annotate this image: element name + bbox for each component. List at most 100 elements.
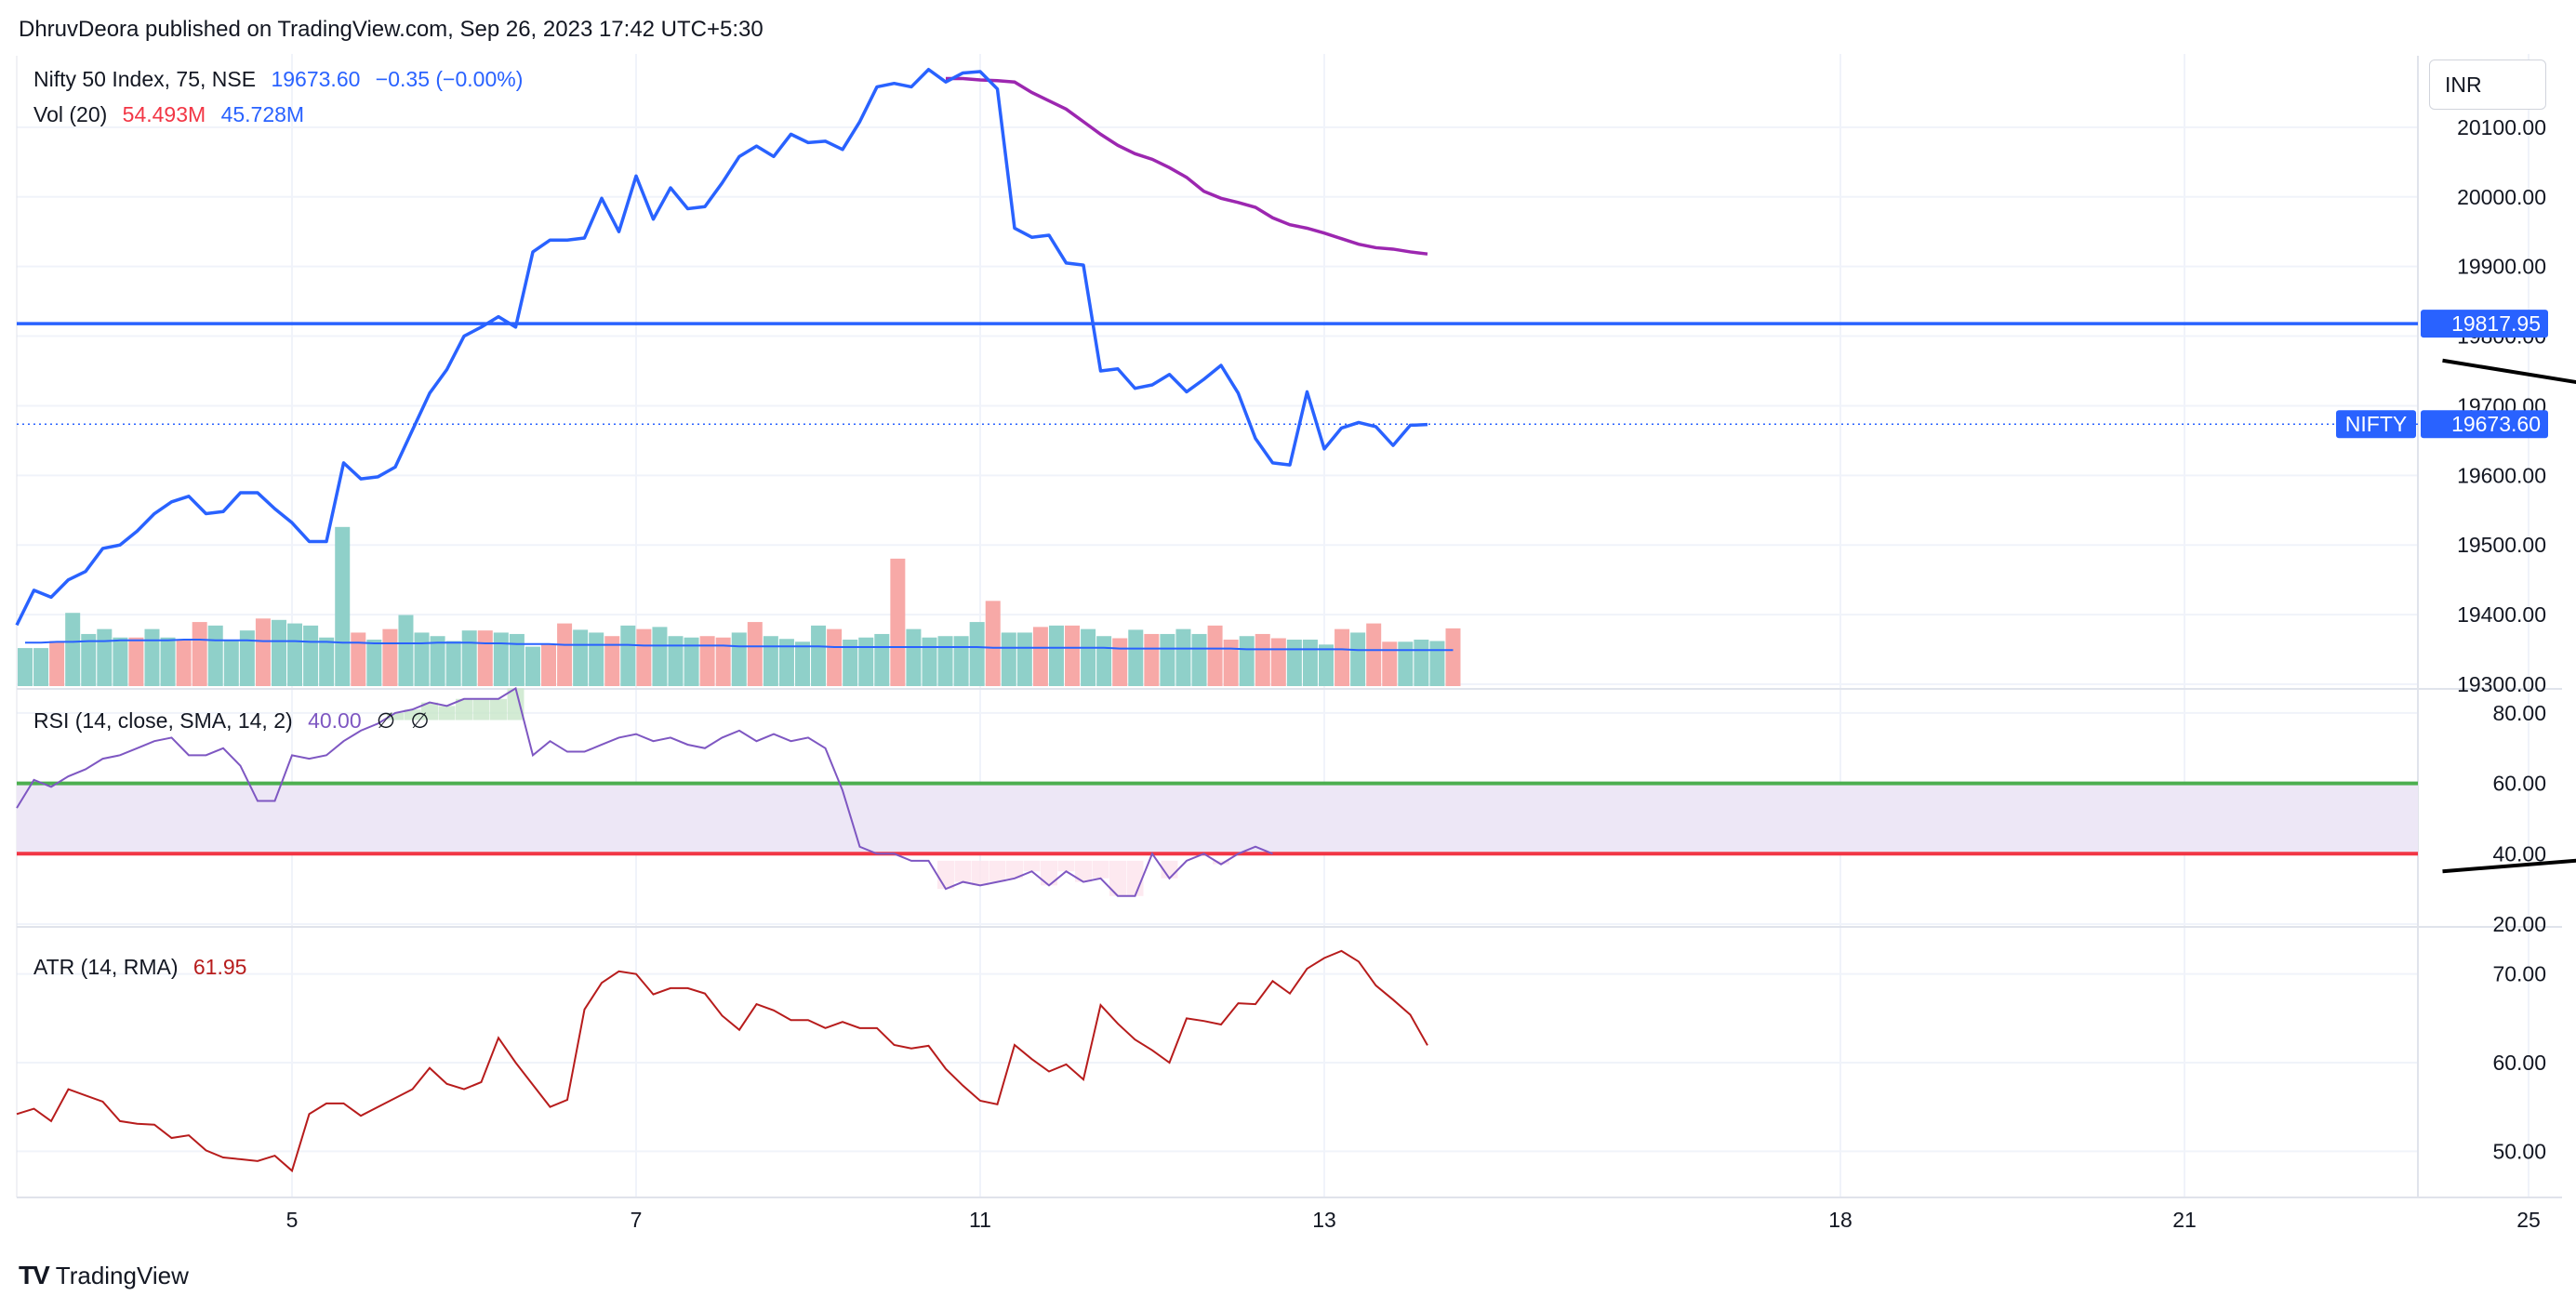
- volume-bar: [1144, 633, 1160, 686]
- rsi-title: RSI (14, close, SMA, 14, 2): [33, 708, 293, 733]
- volume-legend[interactable]: Vol (20) 54.493M 45.728M: [33, 102, 313, 127]
- currency-button[interactable]: INR: [2429, 60, 2546, 110]
- x-tick-label: 11: [969, 1208, 991, 1232]
- volume-bar: [890, 558, 906, 686]
- atr-tick-label: 70.00: [2492, 962, 2546, 986]
- volume-bar: [636, 628, 652, 686]
- volume-bar: [874, 633, 890, 686]
- volume-bar: [33, 648, 49, 686]
- rsi-tick-label: 20.00: [2492, 912, 2546, 936]
- volume-bar: [366, 640, 382, 686]
- volume-bar: [176, 640, 192, 686]
- volume-ma-line: [25, 639, 1454, 652]
- rsi-tick-label: 80.00: [2492, 701, 2546, 725]
- volume-bar: [1016, 632, 1032, 686]
- price-trendline: [2442, 358, 2576, 385]
- rsi-overbought-fill: [387, 688, 524, 721]
- volume-bar: [303, 625, 319, 686]
- price-tick-label: 19300.00: [2457, 672, 2546, 696]
- volume-bar: [477, 630, 493, 686]
- rsi-tick-label: 40.00: [2492, 841, 2546, 866]
- volume-bar: [81, 633, 97, 686]
- price-tick-label: 19900.00: [2457, 255, 2546, 279]
- volume-bar: [1128, 629, 1144, 686]
- volume-bar: [684, 637, 699, 686]
- price-pane: [15, 67, 2576, 627]
- volume-bar: [858, 637, 874, 686]
- volume-bar: [430, 636, 445, 686]
- atr-title: ATR (14, RMA): [33, 955, 179, 979]
- brand-footer[interactable]: TV TradingView: [19, 1261, 189, 1290]
- volume-bar: [97, 628, 113, 686]
- volume-bar: [843, 640, 858, 686]
- volume-bar: [778, 639, 794, 686]
- volume-bar: [827, 628, 843, 686]
- atr-line: [16, 949, 1428, 1173]
- volume-bar: [1160, 633, 1175, 686]
- volume-bar: [65, 613, 81, 686]
- volume-bar: [1334, 628, 1350, 686]
- price-tick-label: 19600.00: [2457, 463, 2546, 487]
- volume-bar: [335, 526, 351, 686]
- volume-bar: [747, 622, 763, 686]
- volume-bar: [652, 627, 668, 686]
- volume-bar: [1255, 633, 1270, 686]
- volume-bar: [1175, 628, 1191, 686]
- volume-bar: [382, 628, 398, 686]
- x-tick-label: 5: [286, 1208, 299, 1232]
- price-badges: 19817.95 19673.60 NIFTY: [2336, 310, 2548, 439]
- volume-bars: [18, 526, 1461, 686]
- badge-19817: 19817.95: [2451, 311, 2541, 336]
- volume-bar: [557, 623, 573, 686]
- atr-legend[interactable]: ATR (14, RMA) 61.95: [33, 955, 256, 980]
- volume-bar: [49, 641, 65, 686]
- volume-bar: [922, 637, 937, 686]
- volume-bar: [937, 636, 953, 686]
- rsi-legend[interactable]: RSI (14, close, SMA, 14, 2) 40.00 ∅ ∅: [33, 708, 439, 734]
- volume-bar: [1414, 640, 1429, 686]
- volume-bar: [1207, 625, 1223, 686]
- volume-bar: [461, 630, 477, 686]
- price-tick-label: 20000.00: [2457, 185, 2546, 209]
- volume-bar: [524, 646, 540, 686]
- atr-tick-label: 50.00: [2492, 1139, 2546, 1163]
- price-change: −0.35 (−0.00%): [375, 67, 524, 91]
- volume-bar: [811, 625, 827, 686]
- volume-value-1: 54.493M: [122, 102, 206, 126]
- volume-bar: [620, 625, 636, 686]
- rsi-line: [16, 686, 1273, 897]
- rsi-na-icon-2: ∅: [410, 708, 430, 733]
- volume-bar: [1032, 627, 1048, 686]
- price-tick-label: 19400.00: [2457, 602, 2546, 627]
- volume-bar: [207, 625, 223, 686]
- x-tick-label: 13: [1312, 1208, 1336, 1232]
- volume-bar: [18, 648, 33, 686]
- volume-bar: [1048, 625, 1064, 686]
- symbol-tag: NIFTY: [2345, 412, 2407, 436]
- volume-bar: [1112, 638, 1128, 686]
- volume-bar: [239, 630, 255, 686]
- volume-bar: [398, 615, 414, 686]
- symbol-label: Nifty 50 Index, 75, NSE: [33, 67, 257, 91]
- rsi-na-icon-1: ∅: [377, 708, 396, 733]
- volume-bar: [1350, 632, 1366, 686]
- price-tick-label: 20100.00: [2457, 115, 2546, 139]
- volume-bar: [589, 632, 604, 686]
- volume-bar: [699, 636, 715, 686]
- volume-bar: [1191, 633, 1207, 686]
- volume-bar: [715, 637, 731, 686]
- volume-bar: [287, 623, 303, 686]
- volume-bar: [573, 629, 589, 686]
- atr-tick-label: 60.00: [2492, 1051, 2546, 1075]
- volume-bar: [906, 628, 922, 686]
- volume-bar: [1223, 640, 1239, 686]
- price-legend[interactable]: Nifty 50 Index, 75, NSE 19673.60 −0.35 (…: [33, 67, 532, 92]
- x-tick-label: 7: [631, 1208, 643, 1232]
- rsi-value: 40.00: [308, 708, 362, 733]
- volume-bar: [160, 637, 176, 686]
- volume-bar: [192, 622, 207, 686]
- volume-bar: [985, 601, 1001, 686]
- last-price: 19673.60: [271, 67, 361, 91]
- volume-bar: [1382, 641, 1398, 686]
